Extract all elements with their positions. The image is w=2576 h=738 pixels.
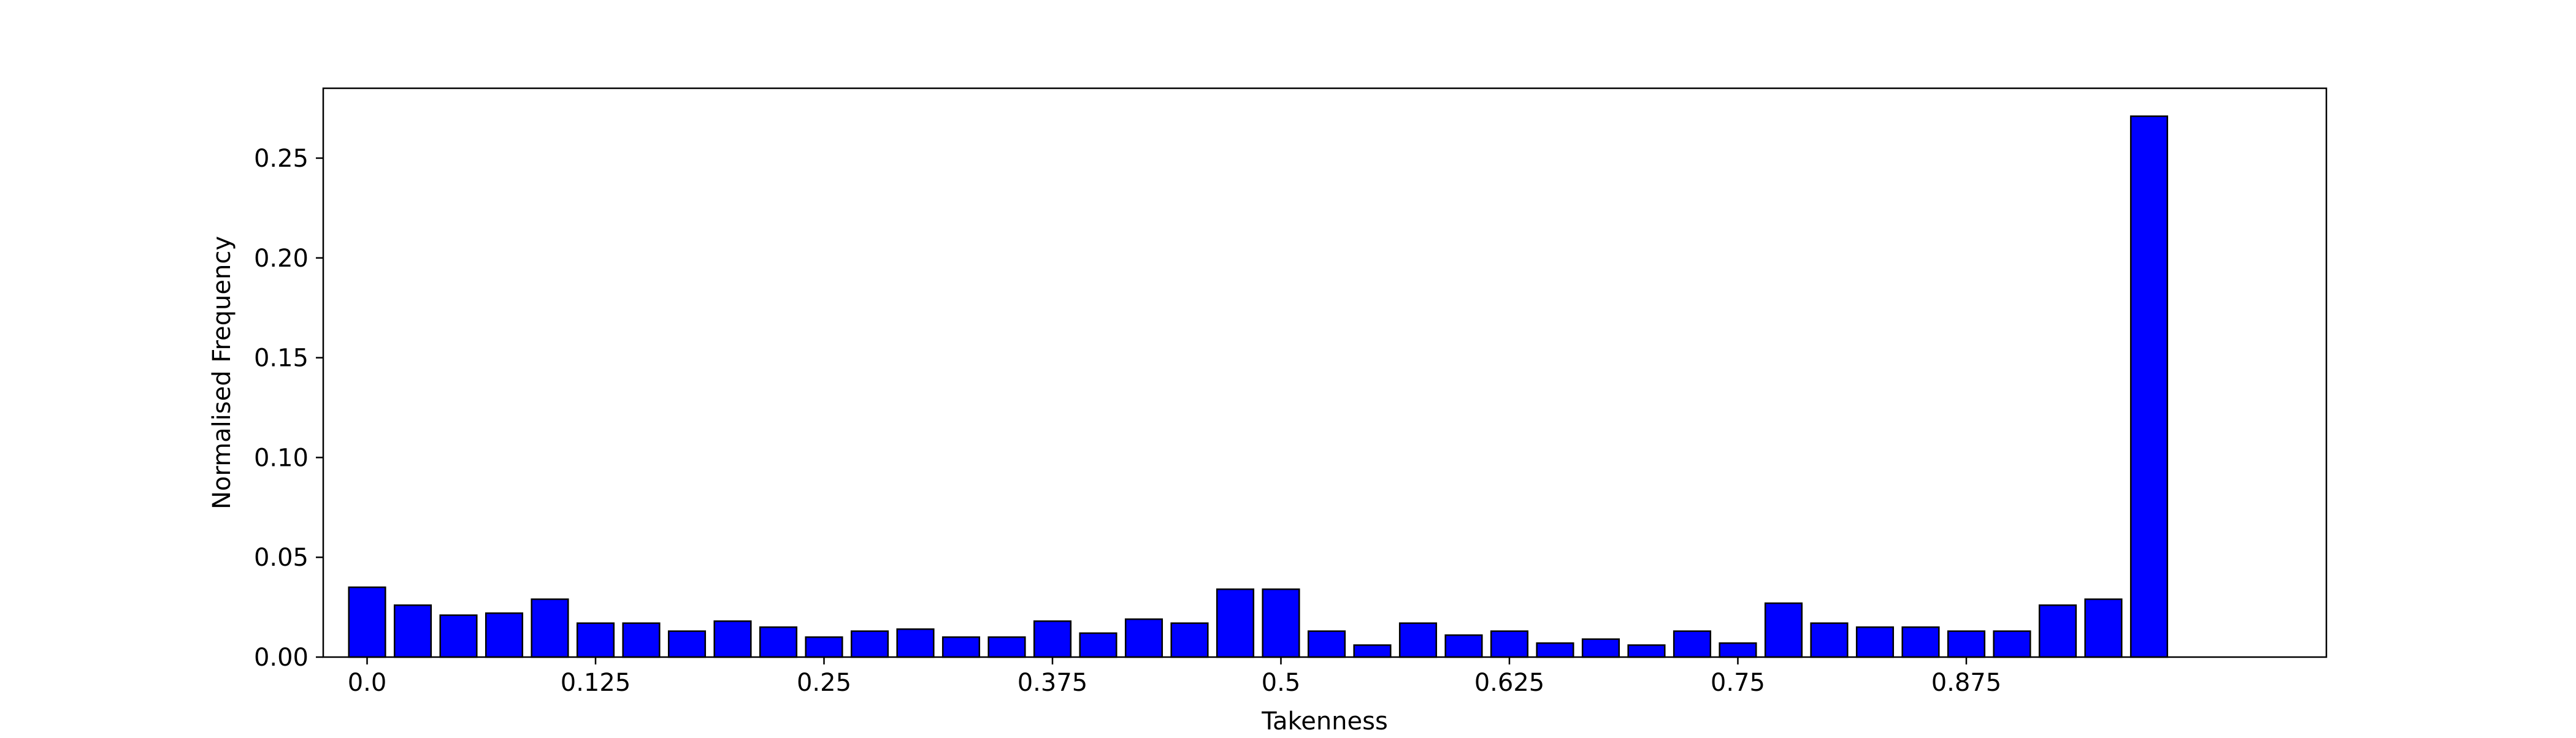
bar (1444, 634, 1483, 658)
bar (622, 622, 661, 658)
y-tick-label: 0.05 (254, 544, 309, 572)
bar (713, 620, 752, 658)
bar (1627, 644, 1666, 658)
bar (1764, 602, 1803, 658)
bar (1307, 630, 1346, 658)
bar (531, 598, 569, 658)
bar (348, 586, 386, 658)
x-tick-label: 0.625 (1474, 669, 1545, 697)
bar (1581, 638, 1620, 658)
bar (941, 636, 981, 658)
x-tick-label: 0.75 (1711, 669, 1765, 697)
bar (1536, 642, 1574, 658)
bar (987, 636, 1026, 658)
bar (1353, 644, 1392, 658)
bar (2084, 598, 2123, 658)
y-tick-label: 0.25 (254, 145, 309, 173)
bars-group (348, 115, 2168, 658)
bar (1216, 588, 1255, 658)
bar (1719, 642, 1757, 658)
y-axis-label: Normalised Frequency (208, 236, 236, 509)
bar (1490, 630, 1529, 658)
bar (393, 604, 432, 658)
x-tick-label: 0.0 (348, 669, 387, 697)
bar (896, 628, 935, 658)
bar (1124, 618, 1163, 658)
bar (2129, 115, 2168, 658)
bar (1079, 632, 1117, 658)
x-tick-label: 0.875 (1931, 669, 2002, 697)
y-tick-label: 0.10 (254, 444, 309, 472)
x-axis-ticks: 0.0 0.125 0.25 0.375 0.5 0.625 0.75 0.875 (348, 657, 2002, 697)
bar (1993, 630, 2031, 658)
bar (1947, 630, 1986, 658)
x-tick-label: 0.25 (797, 669, 851, 697)
bar (1855, 626, 1895, 658)
bar (1901, 626, 1940, 658)
bar (2038, 604, 2077, 658)
x-tick-label: 0.5 (1262, 669, 1301, 697)
bar (1033, 620, 1072, 658)
plot-frame (322, 87, 2328, 658)
y-axis-ticks: 0.00 0.05 0.10 0.15 0.20 0.25 (254, 145, 323, 672)
bar (439, 614, 478, 658)
bar (759, 626, 798, 658)
bar (1398, 622, 1438, 658)
bar (576, 622, 615, 658)
y-tick-label: 0.15 (254, 344, 309, 373)
x-tick-label: 0.125 (561, 669, 631, 697)
bar (1262, 588, 1300, 658)
x-axis-label: Takenness (1261, 707, 1388, 736)
bar (1170, 622, 1209, 658)
bar (667, 630, 707, 658)
bar (485, 612, 524, 658)
x-tick-label: 0.375 (1018, 669, 1088, 697)
bar (1673, 630, 1712, 658)
y-tick-label: 0.20 (254, 245, 309, 273)
bar (1810, 622, 1849, 658)
y-tick-label: 0.00 (254, 644, 309, 672)
bar (805, 636, 843, 658)
bar (850, 630, 889, 658)
